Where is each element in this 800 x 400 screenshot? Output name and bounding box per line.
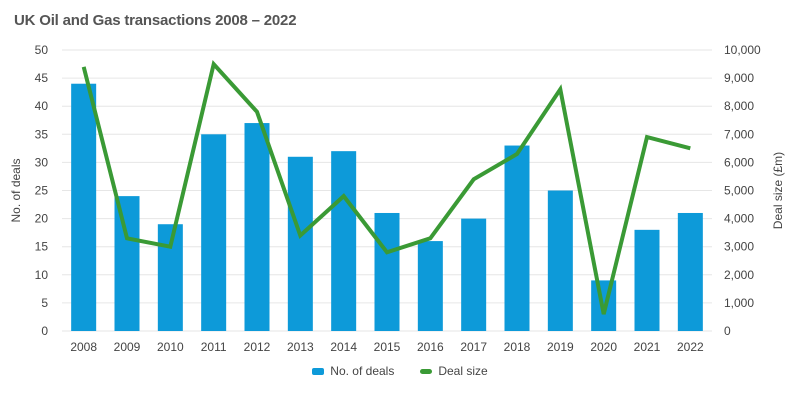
y-left-tick-label: 50 [35, 43, 49, 57]
bar-deals [504, 145, 530, 331]
y-left-tick-label: 40 [35, 99, 49, 113]
y-right-tick-label: 5,000 [724, 184, 754, 198]
y-left-tick-label: 10 [35, 268, 49, 282]
x-tick-label: 2015 [374, 340, 401, 354]
bar-deals [114, 196, 140, 331]
y-right-tick-label: 1,000 [724, 296, 754, 310]
y-left-tick-label: 25 [35, 184, 49, 198]
legend-label-deal-size: Deal size [438, 364, 488, 378]
y-left-tick-label: 30 [35, 155, 49, 169]
x-tick-label: 2011 [201, 340, 227, 354]
legend-item-deal-size[interactable]: Deal size [420, 364, 488, 378]
y-left-tick-label: 20 [35, 212, 49, 226]
y-right-tick-label: 7,000 [724, 127, 754, 141]
y-left-tick-label: 5 [41, 296, 48, 310]
x-tick-label: 2020 [590, 340, 617, 354]
legend-swatch-deals [312, 367, 325, 375]
y-right-tick-label: 0 [724, 324, 731, 338]
bar-deals [201, 134, 227, 331]
x-tick-label: 2010 [157, 340, 184, 354]
y-right-tick-label: 10,000 [724, 43, 761, 57]
y-left-tick-label: 15 [35, 240, 49, 254]
x-tick-label: 2009 [114, 340, 141, 354]
legend-item-deals[interactable]: No. of deals [312, 364, 394, 378]
bar-deals [374, 212, 400, 331]
y-right-axis-title: Deal size (£m) [771, 152, 785, 229]
y-right-tick-label: 6,000 [724, 155, 754, 169]
bar-deals [331, 151, 357, 331]
y-right-tick-label: 9,000 [724, 71, 754, 85]
x-tick-label: 2013 [287, 340, 314, 354]
bar-deals [287, 156, 313, 331]
bar-deals [547, 190, 573, 331]
x-tick-label: 2017 [460, 340, 487, 354]
chart-title: UK Oil and Gas transactions 2008 – 2022 [14, 12, 297, 29]
y-left-axis-title: No. of deals [9, 158, 23, 222]
bar-deals [634, 229, 660, 331]
y-left-tick-label: 0 [41, 324, 48, 338]
x-tick-label: 2021 [634, 340, 661, 354]
bar-deals [417, 241, 443, 331]
y-right-tick-label: 8,000 [724, 99, 754, 113]
legend: No. of deals Deal size [0, 364, 800, 378]
y-right-tick-label: 3,000 [724, 240, 754, 254]
y-left-tick-label: 45 [35, 71, 49, 85]
bar-deals [244, 123, 270, 331]
x-tick-label: 2019 [547, 340, 574, 354]
x-tick-label: 2022 [677, 340, 704, 354]
x-tick-label: 2014 [330, 340, 357, 354]
bar-deals [677, 212, 703, 331]
y-left-tick-label: 35 [35, 127, 49, 141]
legend-swatch-deal-size [420, 368, 433, 374]
bar-deals [71, 83, 97, 331]
y-right-tick-label: 4,000 [724, 212, 754, 226]
y-right-tick-label: 2,000 [724, 268, 754, 282]
bar-deals [461, 218, 487, 331]
x-tick-label: 2016 [417, 340, 444, 354]
x-tick-label: 2008 [70, 340, 97, 354]
x-tick-label: 2018 [504, 340, 531, 354]
legend-label-deals: No. of deals [330, 364, 395, 378]
x-tick-label: 2012 [244, 340, 271, 354]
